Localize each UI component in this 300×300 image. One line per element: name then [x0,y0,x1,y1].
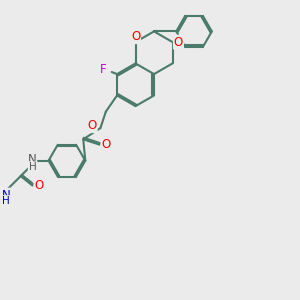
Text: H: H [29,162,36,172]
Text: H: H [2,196,10,206]
Text: O: O [174,36,183,49]
Text: O: O [131,30,140,43]
Text: O: O [88,119,97,132]
Text: O: O [34,179,44,192]
Text: N: N [2,189,10,202]
Text: F: F [100,63,106,76]
Text: N: N [28,153,36,166]
Text: O: O [101,138,111,151]
